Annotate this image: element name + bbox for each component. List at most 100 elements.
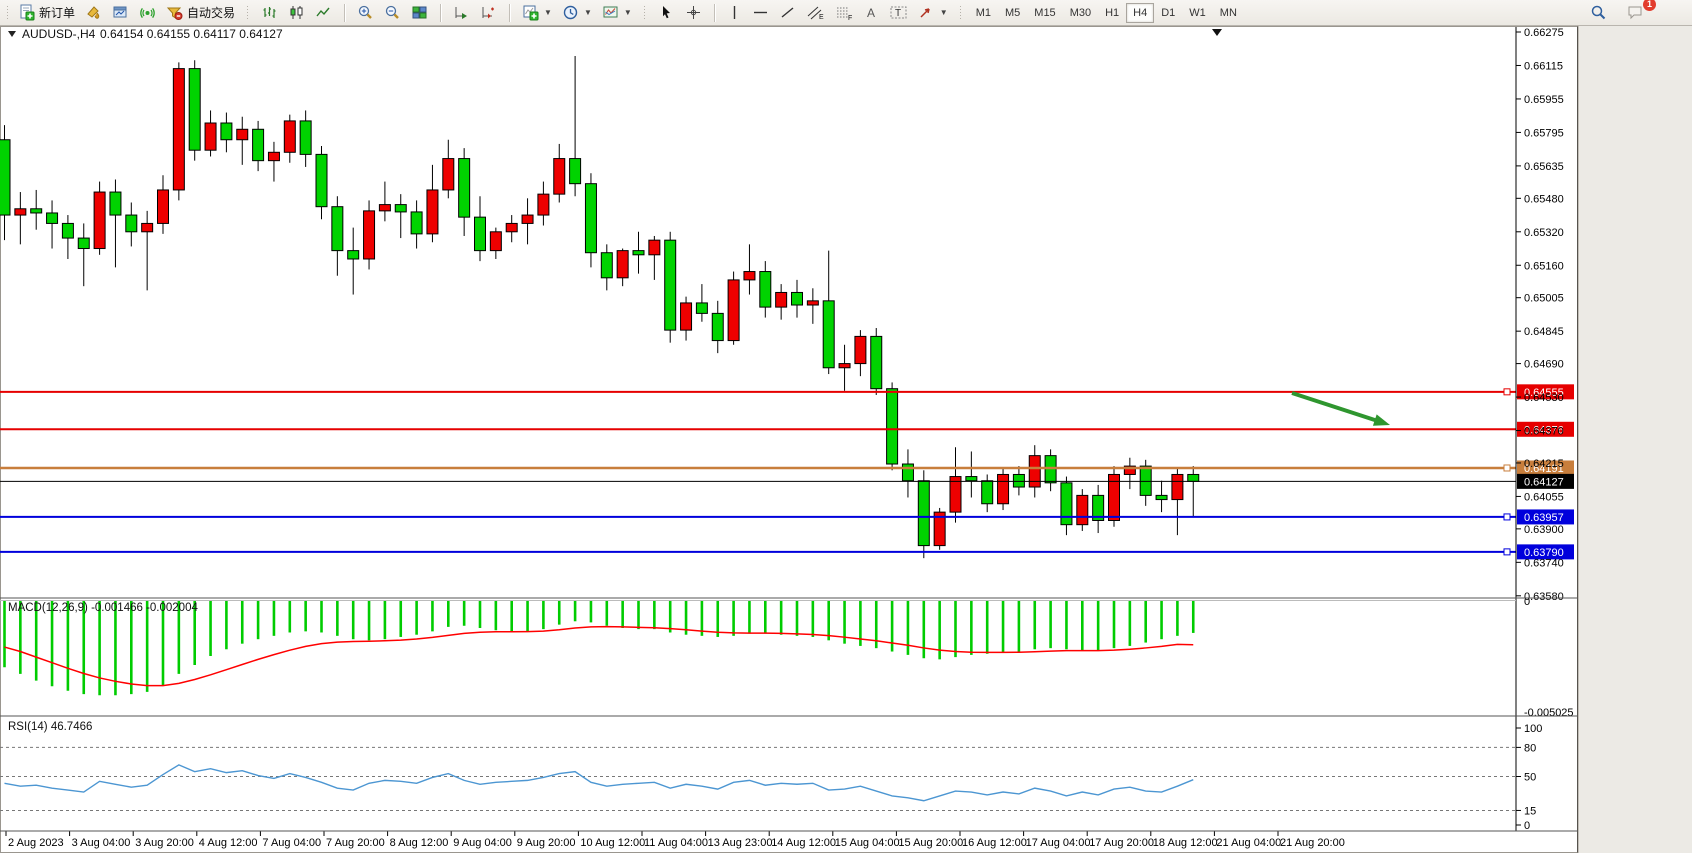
auto-trading-icon bbox=[166, 7, 183, 20]
vertical-line-tool[interactable] bbox=[722, 2, 747, 24]
candle-body bbox=[220, 122, 233, 141]
new-order-button[interactable]: 新订单 bbox=[13, 2, 80, 24]
tf-m15[interactable]: M15 bbox=[1034, 6, 1056, 19]
chart-shift-marker-icon[interactable] bbox=[1212, 29, 1222, 36]
candle-body bbox=[695, 302, 708, 314]
chart-shift-button[interactable] bbox=[475, 2, 502, 24]
toolbar-grip[interactable] bbox=[958, 4, 963, 21]
candle-body bbox=[1155, 494, 1168, 501]
line-chart-button[interactable] bbox=[310, 2, 337, 24]
fibonacci-tool[interactable]: F bbox=[830, 2, 859, 24]
auto-scroll-button[interactable] bbox=[448, 2, 475, 24]
price-axis[interactable]: 0.66275 0.66115 0.65955 0.65795 0.65635 0.654… bbox=[1516, 27, 1564, 603]
candle-body bbox=[347, 250, 360, 260]
price-tick-label: 0.64215 bbox=[1524, 458, 1564, 470]
trendline-tool[interactable] bbox=[774, 2, 801, 24]
text-label-icon: T bbox=[890, 6, 907, 19]
hline-handle bbox=[1503, 464, 1511, 472]
toolbar-grip[interactable] bbox=[6, 4, 10, 21]
auto-scroll-icon bbox=[455, 7, 468, 19]
tf-m30[interactable]: M30 bbox=[1069, 6, 1092, 19]
time-tick-label: 9 Aug 20:00 bbox=[517, 837, 576, 849]
candle-body bbox=[965, 476, 978, 482]
auto-trading-button[interactable]: 自动交易 bbox=[161, 2, 240, 24]
crosshair-tool-button[interactable] bbox=[680, 2, 707, 24]
horizontal-line-tool[interactable] bbox=[747, 2, 774, 24]
cursor-icon bbox=[662, 6, 670, 19]
indicators-button[interactable]: ▼ bbox=[517, 2, 557, 24]
candle-body bbox=[77, 237, 90, 250]
templates-button[interactable]: ▼ bbox=[597, 2, 637, 24]
notification-badge: 1 bbox=[1643, 0, 1656, 11]
candle-body bbox=[141, 222, 154, 233]
time-tick-label: 7 Aug 20:00 bbox=[326, 837, 385, 849]
candle-body bbox=[553, 158, 566, 195]
tf-h1[interactable]: H1 bbox=[1105, 6, 1120, 19]
price-level-badge bbox=[1517, 384, 1574, 400]
arrows-tool[interactable]: ▼ bbox=[913, 2, 953, 24]
candle-body bbox=[426, 189, 439, 235]
tf-h4-active[interactable]: H4 bbox=[1126, 2, 1155, 23]
candle-body bbox=[267, 151, 280, 162]
time-tick-label: 13 Aug 23:00 bbox=[708, 837, 773, 849]
vertical-line-icon bbox=[733, 6, 735, 19]
line-chart-icon bbox=[316, 7, 330, 17]
candle-body bbox=[901, 463, 914, 482]
candle-body bbox=[997, 473, 1010, 505]
candlestick-chart-button[interactable] bbox=[283, 2, 310, 24]
styler-button[interactable] bbox=[80, 2, 107, 24]
toolbar-grip[interactable] bbox=[246, 4, 251, 21]
candle-body bbox=[680, 302, 693, 331]
svg-text:E: E bbox=[819, 14, 824, 21]
periods-button[interactable]: ▼ bbox=[557, 2, 597, 24]
tf-d1[interactable]: D1 bbox=[1161, 6, 1176, 19]
text-tool[interactable]: A bbox=[859, 2, 884, 24]
zoom-out-button[interactable] bbox=[379, 2, 406, 24]
hline-handle bbox=[1503, 388, 1511, 396]
panel-borders bbox=[0, 27, 1578, 832]
time-tick-label: 17 Aug 20:00 bbox=[1089, 837, 1154, 849]
candle-body bbox=[109, 191, 122, 216]
candle-body bbox=[299, 120, 312, 155]
text-label-tool[interactable]: T bbox=[884, 2, 913, 24]
candle-body bbox=[1187, 473, 1200, 482]
new-chart-icon bbox=[113, 6, 127, 18]
price-tick-label: 0.66115 bbox=[1524, 60, 1563, 72]
notifications-button[interactable]: 1 bbox=[1622, 0, 1656, 24]
new-chart-button[interactable] bbox=[107, 2, 134, 24]
annotations-layer[interactable] bbox=[1291, 391, 1390, 426]
candle-body bbox=[505, 222, 518, 233]
trendline-icon bbox=[781, 7, 794, 18]
search-button[interactable] bbox=[1585, 2, 1612, 24]
cursor-tool-button[interactable] bbox=[653, 2, 680, 24]
candle-body bbox=[172, 68, 185, 191]
tile-windows-button[interactable] bbox=[406, 2, 433, 24]
symbol-dropdown-icon[interactable] bbox=[8, 31, 16, 37]
toolbar-grip[interactable] bbox=[642, 4, 647, 21]
macd-indicator-label: MACD(12,26,9) -0.001466 -0.002004 bbox=[8, 602, 198, 614]
time-tick-label: 16 Aug 12:00 bbox=[962, 837, 1027, 849]
candle-body bbox=[775, 291, 788, 308]
chart-shift-icon bbox=[482, 7, 495, 19]
price-level-badge bbox=[1517, 421, 1574, 437]
candle-body bbox=[30, 208, 43, 214]
tf-mn[interactable]: MN bbox=[1219, 6, 1237, 19]
candle-body bbox=[838, 363, 851, 369]
search-icon bbox=[1591, 5, 1606, 20]
tf-m1[interactable]: M1 bbox=[975, 6, 991, 19]
channel-tool[interactable]: E bbox=[801, 2, 830, 24]
signal-button[interactable] bbox=[134, 2, 161, 24]
tf-m5[interactable]: M5 bbox=[1005, 6, 1021, 19]
candle-body bbox=[1171, 473, 1184, 501]
time-axis[interactable]: 2 Aug 2023 3 Aug 04:00 3 Aug 20:00 4 Aug 12… bbox=[5, 831, 1345, 849]
indicators-icon bbox=[523, 5, 539, 21]
dropdown-caret: ▼ bbox=[939, 8, 948, 17]
candle-body bbox=[458, 158, 471, 218]
tf-w1[interactable]: W1 bbox=[1189, 6, 1206, 19]
bar-chart-button[interactable] bbox=[256, 2, 283, 24]
candle-body bbox=[759, 271, 772, 308]
trend-arrow-object[interactable] bbox=[1291, 391, 1380, 424]
zoom-in-button[interactable] bbox=[352, 2, 379, 24]
